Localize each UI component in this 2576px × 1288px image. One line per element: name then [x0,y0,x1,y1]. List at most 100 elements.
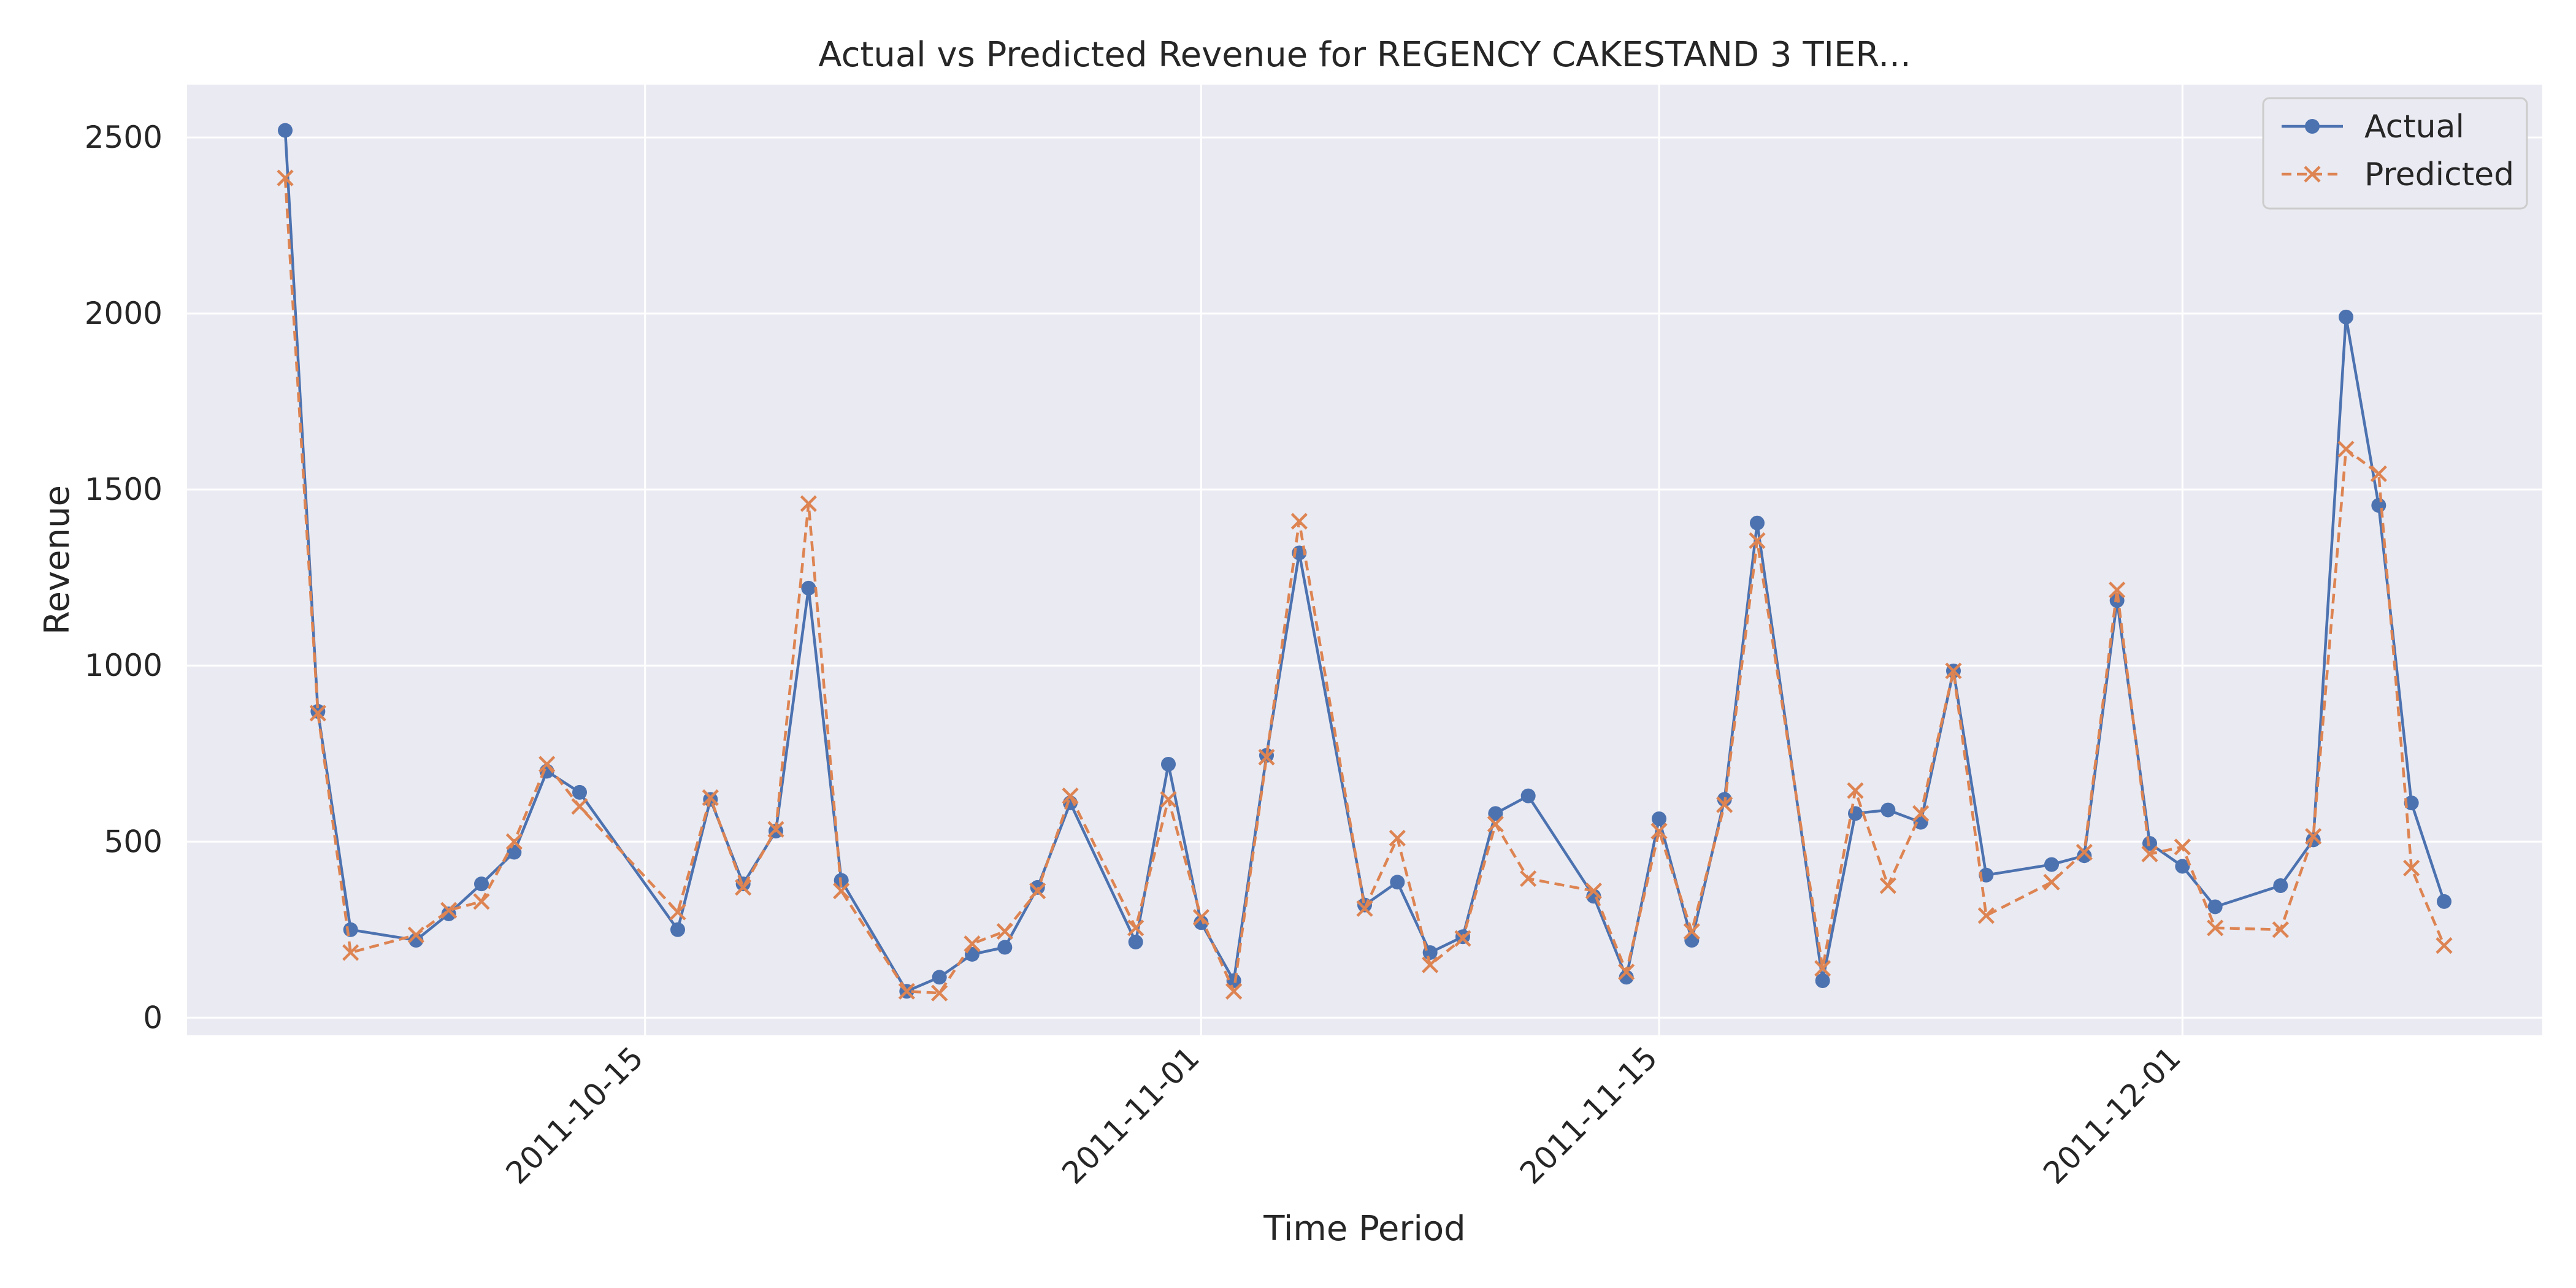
series-layer [277,123,2453,1002]
data-point [2404,795,2419,811]
data-point [507,845,522,860]
data-point [1749,532,1766,550]
data-point [277,169,294,186]
data-point [278,123,293,138]
data-point [572,784,587,800]
data-point [1389,829,1406,847]
legend-label: Predicted [2364,156,2514,193]
data-point [1225,983,1243,1000]
data-point [2305,828,2322,845]
data-point [1487,815,1504,833]
data-point [2273,878,2288,894]
data-point [1128,934,1143,949]
data-point [931,984,948,1002]
data-point [669,903,686,921]
y-tick-label: 2500 [85,120,163,155]
data-point [440,902,458,919]
data-point [474,876,489,892]
data-point [2043,873,2060,891]
data-point [408,933,424,948]
data-point [2175,859,2190,874]
data-point [1585,883,1602,900]
data-point [801,580,816,596]
chart-title: Actual vs Predicted Revenue for REGENCY … [818,35,1911,75]
data-point [1160,791,1177,808]
data-point [571,798,588,815]
y-tick-label: 2000 [85,296,163,331]
legend-item-actual: Actual [2282,109,2464,145]
data-point [343,922,358,937]
data-point [1650,822,1668,840]
data-point [767,821,784,838]
x-axis-label: Time Period [1263,1209,1465,1249]
data-point [1290,513,1308,530]
data-point [833,883,850,900]
data-point [702,789,719,807]
data-point [1258,748,1275,766]
y-tick-label: 1500 [85,472,163,507]
data-point [1619,970,1634,985]
y-axis-ticks: 0 500 1000 1500 2000 2500 [85,120,163,1035]
legend-item-predicted: Predicted [2282,156,2514,193]
data-point [2437,894,2451,909]
data-point [2272,921,2289,938]
data-point [964,935,981,953]
data-point [1422,956,1439,973]
data-point [2207,899,2223,914]
data-point [2403,859,2420,876]
data-point [309,705,326,722]
data-point [1815,973,1830,989]
data-point [2109,581,2126,599]
data-point [898,983,915,1000]
data-point [505,833,523,850]
x-tick-label: 2011-11-15 [1513,1040,1664,1190]
data-point [1977,907,1995,924]
data-point [2076,843,2093,861]
data-point [1127,919,1144,937]
data-point [2339,309,2353,324]
plot-area [187,85,2542,1035]
data-point [1226,973,1241,989]
y-tick-label: 1000 [85,648,163,683]
data-point [2141,845,2158,862]
series-predicted [277,169,2453,1002]
data-point [1945,662,1962,680]
data-point [473,893,490,910]
data-point [2044,857,2059,872]
grid [187,85,2542,1035]
x-tick-label: 2011-11-01 [1055,1040,1206,1190]
data-point [735,879,752,896]
x-tick-label: 2011-12-01 [2036,1040,2187,1190]
data-point [1488,806,1503,821]
data-point [1652,811,1666,826]
data-point [670,922,685,937]
data-point [1161,756,1176,772]
x-axis-ticks: 2011-10-15 2011-11-01 2011-11-15 2011-12-01 [499,1040,2188,1190]
y-tick-label: 0 [143,1000,163,1035]
legend: Actual Predicted [2262,97,2528,210]
legend-marker [2305,119,2320,134]
data-point [342,944,359,961]
data-point [1029,883,1046,900]
data-point [1683,923,1700,940]
data-point [1194,915,1209,930]
data-point [1618,964,1635,981]
y-tick-label: 500 [104,824,163,859]
data-point [2337,440,2355,458]
data-point [1814,960,1831,977]
data-point [1520,788,1536,803]
data-point [1390,875,1405,890]
data-point [2370,465,2387,482]
data-point [932,970,947,985]
data-point [997,940,1013,955]
data-point [1880,802,1896,818]
data-point [1848,806,1863,821]
data-point [1192,909,1209,926]
data-point [1912,805,1930,822]
data-point [1062,788,1079,805]
x-tick-label: 2011-10-15 [499,1040,650,1190]
data-point [2174,838,2191,856]
data-point [1847,782,1864,799]
data-point [539,756,556,773]
